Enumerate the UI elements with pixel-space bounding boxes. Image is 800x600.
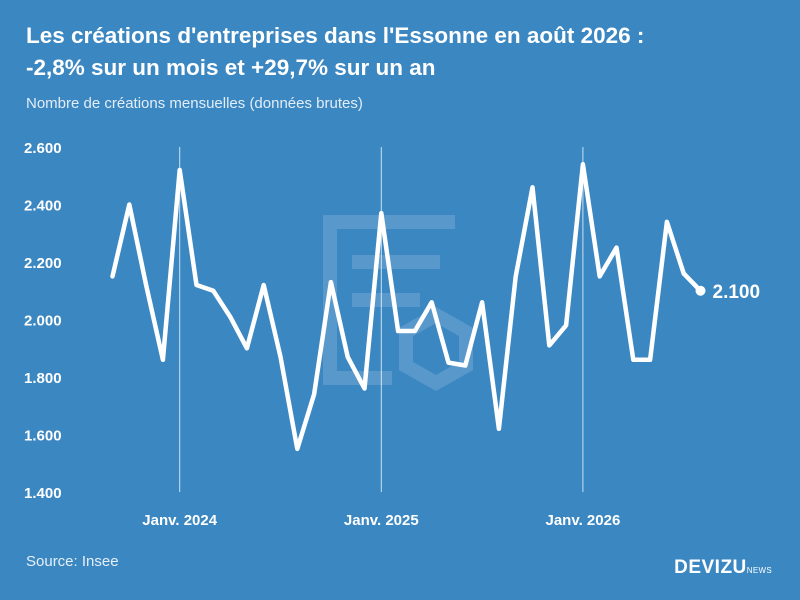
y-tick-label: 2.200: [24, 255, 62, 272]
last-value-label: 2.100: [713, 282, 761, 303]
y-tick-label: 1.800: [24, 370, 62, 387]
y-tick-label: 1.400: [24, 485, 62, 502]
title-line-2: -2,8% sur un mois et +29,7% sur un an: [26, 55, 436, 80]
title-line-1: Les créations d'entreprises dans l'Esson…: [26, 23, 645, 48]
x-tick-label: Janv. 2024: [142, 512, 217, 529]
x-tick-label: Janv. 2026: [546, 512, 621, 529]
y-tick-label: 2.400: [24, 198, 62, 215]
y-tick-label: 2.600: [24, 140, 62, 157]
chart-subtitle: Nombre de créations mensuelles (données …: [26, 95, 363, 112]
last-point: [695, 285, 706, 296]
logo-main: DEVIZU: [674, 557, 747, 578]
source-note: Source: Insee: [26, 553, 119, 570]
devizu-logo: DEVIZUNEWS: [674, 557, 772, 579]
series-line: [110, 162, 703, 452]
chart-title: Les créations d'entreprises dans l'Esson…: [26, 20, 786, 84]
logo-sub: NEWS: [746, 566, 772, 575]
y-tick-label: 2.000: [24, 313, 62, 330]
y-tick-label: 1.600: [24, 428, 62, 445]
x-tick-label: Janv. 2025: [344, 512, 419, 529]
